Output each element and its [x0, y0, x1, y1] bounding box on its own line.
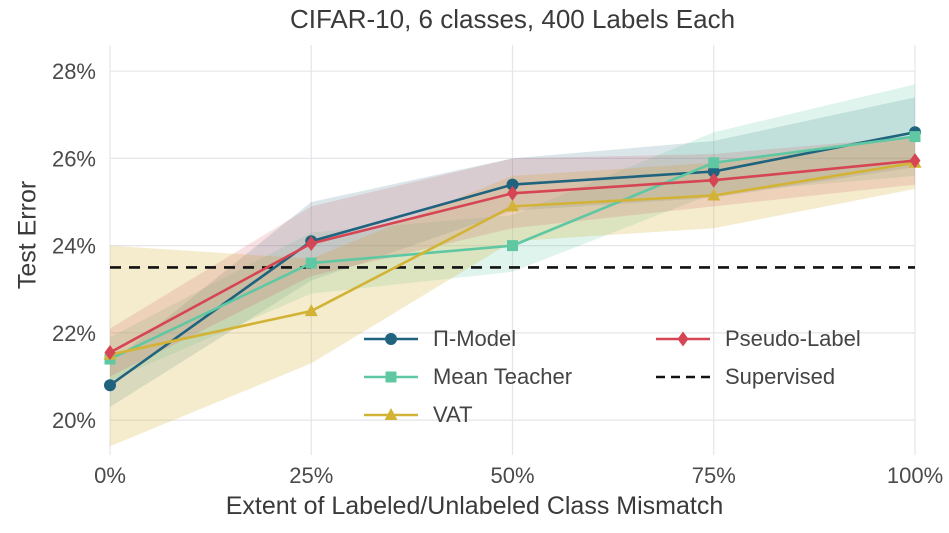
- legend-item-pseudo-label: Pseudo-Label: [654, 320, 861, 358]
- legend-sample: [364, 371, 418, 383]
- legend-item--model: Π-Model: [362, 320, 580, 358]
- legend-label: Mean Teacher: [433, 364, 573, 389]
- marker-square: [507, 240, 518, 252]
- marker-square: [305, 257, 317, 269]
- legend-label: Supervised: [725, 364, 836, 389]
- marker-circle: [385, 333, 397, 345]
- marker-triangle: [304, 304, 318, 317]
- legend-sample: [364, 408, 418, 420]
- legend-column: Pseudo-Label Supervised: [654, 320, 861, 434]
- x-tick-label: 50%: [490, 463, 534, 488]
- x-tick-label: 0%: [94, 463, 126, 488]
- marker-triangle: [707, 188, 721, 201]
- marker-triangle: [384, 408, 398, 420]
- legend-item-mean-teacher: Mean Teacher: [362, 358, 580, 396]
- marker-square: [385, 371, 397, 383]
- marker-circle: [506, 178, 519, 191]
- y-tick-label: 28%: [52, 59, 96, 84]
- x-tick-label: 25%: [289, 463, 333, 488]
- marker-diamond: [909, 153, 921, 169]
- legend-sample: [656, 331, 710, 347]
- x-tick-label: 100%: [887, 463, 943, 488]
- y-tick-label: 24%: [52, 234, 96, 259]
- marker-diamond: [677, 331, 689, 347]
- marker-diamond: [708, 172, 720, 188]
- legend-sample: [364, 333, 418, 345]
- marker-diamond: [305, 235, 317, 251]
- legend-item-supervised: Supervised: [654, 358, 861, 396]
- y-tick-label: 20%: [52, 408, 96, 433]
- legend-item-vat: VAT: [362, 396, 580, 434]
- marker-triangle: [506, 199, 519, 212]
- marker-diamond: [104, 345, 116, 360]
- legend: Π-Model Mean Teacher VAT Pseudo-Label Superv…: [362, 320, 861, 434]
- confidence-band: [110, 136, 915, 447]
- legend-column: Π-Model Mean Teacher VAT: [362, 320, 580, 434]
- marker-square: [909, 131, 921, 143]
- legend-sample: [656, 375, 710, 379]
- marker-circle: [707, 165, 720, 178]
- y-axis-label: Test Error: [13, 180, 42, 290]
- y-tick-label: 26%: [52, 146, 96, 171]
- legend-label: Π-Model: [433, 326, 517, 351]
- marker-square: [708, 157, 720, 169]
- legend-label: VAT: [433, 402, 473, 427]
- legend-label: Pseudo-Label: [725, 326, 861, 351]
- marker-diamond: [507, 185, 518, 201]
- marker-circle: [104, 379, 116, 392]
- x-tick-label: 75%: [692, 463, 736, 488]
- chart-title: CIFAR-10, 6 classes, 400 Labels Each: [289, 4, 736, 34]
- x-axis-label: Extent of Labeled/Unlabeled Class Mismat…: [225, 492, 724, 520]
- y-tick-label: 22%: [52, 321, 96, 346]
